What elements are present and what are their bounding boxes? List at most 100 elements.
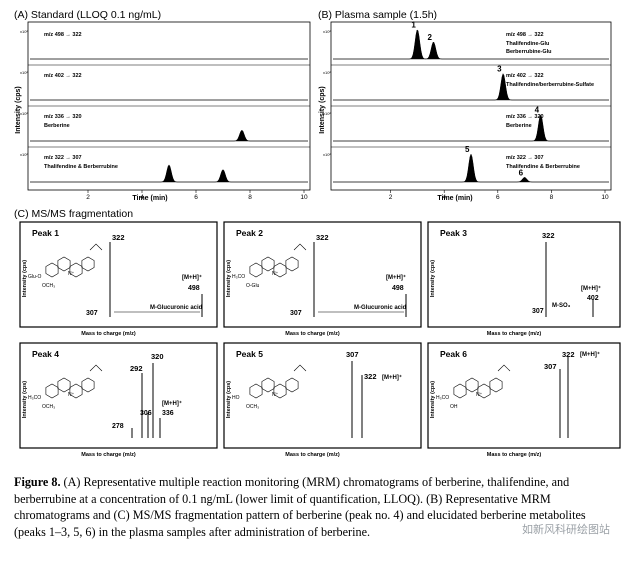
panel-b-peak-number: 2 — [427, 33, 432, 42]
caption-watermark: 如新风科研绘图站 — [522, 522, 610, 536]
spectrum-title: Peak 6 — [440, 349, 467, 359]
spectrum-4: Peak 4 Intensity (cps) Mass to charge (m/z… — [19, 342, 218, 458]
spectrum-ylabel: Intensity (cps) — [226, 260, 232, 297]
ms-label: 498 — [392, 285, 404, 292]
molecule-substituent-2: OCH₃ — [246, 404, 259, 410]
ms-loss-label: M-SO₃ — [552, 303, 571, 309]
panel-b-x-tick-label: 2 — [389, 194, 393, 201]
panel-b-peak-number: 4 — [535, 106, 540, 115]
spectrum-frame — [223, 342, 422, 449]
spectrum-title: Peak 4 — [32, 349, 59, 359]
molecule-substituent-2: OCH₃ — [42, 404, 55, 410]
molecule-structure — [249, 364, 307, 399]
panel-a-track-label: m/z 402 → 322 — [44, 73, 82, 79]
spectrum-title: Peak 5 — [236, 349, 263, 359]
ms-label: 307 — [86, 310, 98, 317]
ms-label: 307 — [532, 308, 544, 315]
molecule-substituent-1: H₃CO — [232, 274, 245, 280]
panel-a-track-label: m/z 322 → 307 — [44, 155, 82, 161]
spectrum-frame — [19, 342, 218, 449]
panel-b-x-tick-label: 8 — [550, 194, 554, 201]
molecule-substituent-1: HO — [232, 395, 240, 401]
ms-label: [M+H]⁺ — [182, 274, 202, 281]
panel-a-trace — [30, 129, 308, 142]
ms-label: 278 — [112, 423, 124, 430]
panel-b-y-scale: x10² — [323, 111, 331, 116]
spectrum-frame — [427, 221, 621, 328]
molecule-substituent-1: Glu-O — [28, 274, 41, 280]
panel-b-y-scale: x10² — [323, 29, 331, 34]
ms-label: 307 — [544, 362, 557, 371]
ms-loss-label: M-Glucuronic acid — [150, 305, 203, 311]
ms-label: 322 — [562, 350, 575, 359]
figure-canvas: (A) Standard (LLOQ 0.1 ng/mL) (B) Plasma… — [14, 9, 621, 458]
spectrum-frame — [223, 221, 422, 328]
molecule-n-plus: N⁺ — [272, 392, 279, 398]
panel-c-spectra: Peak 1 Intensity (cps) Mass to charge (m/z… — [19, 221, 621, 458]
panel-b-track-label: m/z 336 → 320 — [506, 114, 544, 120]
panel-b-track-compound: Thalifendine/berberrubine-Sulfate — [506, 82, 594, 88]
caption-text: (A) Representative multiple reaction mon… — [14, 475, 586, 539]
panel-a-x-tick-label: 2 — [86, 194, 90, 201]
panel-b-peak-number: 3 — [497, 65, 502, 74]
panel-b-track-compound: Thalifendine-Glu — [506, 41, 549, 47]
panel-a-y-scale: x10² — [20, 29, 28, 34]
molecule-n-plus: N⁺ — [272, 271, 279, 277]
panel-b-trace — [333, 29, 609, 60]
panel-b-y-scale: x10² — [323, 152, 331, 157]
spectrum-xlabel: Mass to charge (m/z) — [487, 331, 542, 337]
panel-b-title: (B) Plasma sample (1.5h) — [318, 9, 437, 21]
panel-b-y-scale: x10² — [323, 70, 331, 75]
ms-label: 322 — [542, 231, 555, 240]
panel-a-x-tick-label: 4 — [140, 194, 144, 201]
spectrum-title: Peak 3 — [440, 228, 467, 238]
panel-b-track-compound-2: Berberrubine-Glu — [506, 49, 552, 55]
ms-label: [M+H]⁺ — [382, 374, 402, 381]
panel-a-y-scale: x10² — [20, 111, 28, 116]
panel-a-y-scale: x10² — [20, 70, 28, 75]
panel-a-track-label: m/z 498 → 322 — [44, 32, 82, 38]
ms-label: 498 — [188, 285, 200, 292]
molecule-n-plus: N⁺ — [476, 392, 483, 398]
molecule-n-plus: N⁺ — [68, 392, 75, 398]
panel-a-trace — [30, 164, 308, 183]
panel-a-x-tick-label: 8 — [248, 194, 252, 201]
panel-a-track-compound: Thalifendine & Berberrubine — [44, 164, 118, 170]
spectrum-1: Peak 1 Intensity (cps) Mass to charge (m/z… — [19, 221, 218, 337]
molecule-structure — [453, 364, 511, 399]
ms-label: 402 — [587, 295, 599, 302]
ms-label: 307 — [346, 350, 359, 359]
spectrum-2: Peak 2 Intensity (cps) Mass to charge (m/z… — [223, 221, 422, 337]
caption-figure-label: Figure 8. — [14, 475, 61, 489]
panel-a-y-scale: x10² — [20, 152, 28, 157]
ms-label: 306 — [140, 410, 152, 417]
ms-label: 322 — [364, 372, 377, 381]
spectrum-frame — [19, 221, 218, 328]
spectrum-xlabel: Mass to charge (m/z) — [81, 331, 136, 337]
ms-label: [M+H]⁺ — [580, 351, 600, 358]
molecule-structure — [249, 243, 307, 278]
panel-a-track-label: m/z 336 → 320 — [44, 114, 82, 120]
spectrum-xlabel: Mass to charge (m/z) — [285, 331, 340, 337]
panel-b-track-compound: Thalifendine & Berberrubine — [506, 164, 580, 170]
ms-label: 322 — [112, 233, 125, 242]
panel-b-track-label: m/z 402 → 322 — [506, 73, 544, 79]
ms-label: [M+H]⁺ — [162, 400, 182, 407]
ms-label: 320 — [151, 352, 164, 361]
panel-a-title: (A) Standard (LLOQ 0.1 ng/mL) — [14, 9, 161, 21]
molecule-n-plus: N⁺ — [68, 271, 75, 277]
panel-b-xlabel: Time (min) — [437, 195, 472, 202]
molecule-substituent-2: OCH₃ — [42, 283, 55, 289]
spectrum-frame — [427, 342, 621, 449]
panel-b-x-tick-label: 6 — [496, 194, 500, 201]
panel-a-ylabel: Intensity (cps) — [15, 86, 22, 133]
panel-b-peak-number: 1 — [411, 21, 416, 30]
panel-b-x-tick-label: 10 — [601, 194, 609, 201]
panel-b-track-label: m/z 322 → 307 — [506, 155, 544, 161]
spectrum-xlabel: Mass to charge (m/z) — [487, 452, 542, 458]
panel-a-xlabel: Time (min) — [132, 195, 167, 202]
molecule-structure — [45, 364, 103, 399]
ms-loss-label: M-Glucuronic acid — [354, 305, 407, 311]
panel-b-tracks: x10² m/z 498 → 322 Thalifendine-Glu Berberr… — [323, 21, 611, 201]
ms-label: [M+H]⁺ — [581, 285, 601, 292]
